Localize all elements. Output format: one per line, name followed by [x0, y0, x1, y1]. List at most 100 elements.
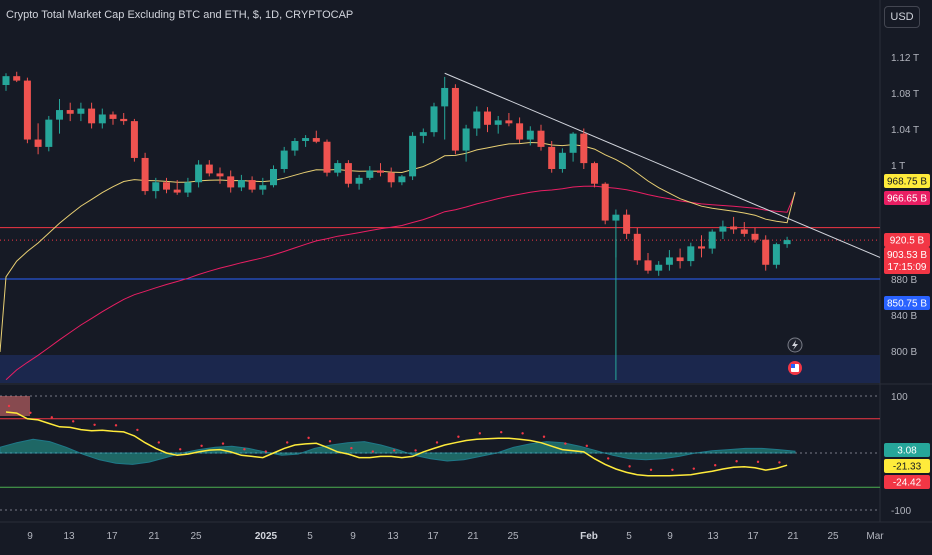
us-flag-icon[interactable] [788, 361, 802, 375]
candle-body[interactable] [270, 169, 277, 186]
candle-body[interactable] [109, 114, 117, 119]
candle-body[interactable] [216, 173, 224, 177]
candle-body[interactable] [783, 240, 791, 245]
candle-body[interactable] [419, 132, 427, 136]
flash-icon[interactable] [787, 337, 803, 353]
candle-body[interactable] [77, 108, 85, 114]
candle-body[interactable] [473, 111, 481, 129]
candle-body[interactable] [698, 246, 705, 249]
candle-body[interactable] [687, 246, 695, 262]
currency-button[interactable]: USD [884, 6, 920, 28]
candle-body[interactable] [644, 260, 652, 271]
oscillator-signal-line[interactable] [5, 411, 788, 477]
candle-body[interactable] [163, 182, 170, 190]
oscillator-signal-label-box [884, 459, 930, 473]
candle-body[interactable] [655, 264, 663, 271]
candle-body[interactable] [152, 182, 160, 192]
candle-body[interactable] [141, 157, 149, 192]
oscillator-dot [500, 430, 503, 434]
candle-body[interactable] [88, 108, 96, 124]
candle-body[interactable] [34, 139, 42, 147]
oscillator-dot [7, 404, 11, 408]
candle-body[interactable] [537, 130, 545, 147]
candle-body[interactable] [237, 180, 245, 188]
candle-body[interactable] [462, 128, 470, 151]
candle-body[interactable] [344, 163, 352, 184]
candle-body[interactable] [451, 87, 459, 151]
candle-body[interactable] [45, 119, 53, 147]
candle-body[interactable] [227, 176, 235, 188]
candle-body[interactable] [312, 138, 320, 142]
ma-short-label-box [884, 174, 930, 188]
oscillator-dot [350, 446, 353, 450]
ma-short-line[interactable] [0, 141, 796, 353]
oscillator-histogram[interactable] [0, 438, 796, 465]
candle-body[interactable] [291, 141, 299, 151]
candle-body[interactable] [409, 135, 417, 177]
candle-body[interactable] [612, 214, 620, 221]
oscillator-dot [29, 411, 32, 414]
support-label: 850.75 B [887, 299, 927, 310]
candle-body[interactable] [484, 111, 491, 125]
candle-body[interactable] [601, 183, 609, 221]
candle-body[interactable] [751, 233, 759, 240]
candle-body[interactable] [665, 257, 673, 265]
candle-body[interactable] [280, 150, 288, 169]
candle-body[interactable] [730, 226, 738, 230]
candle-body[interactable] [430, 106, 438, 133]
candle-body[interactable] [377, 170, 384, 173]
candle-body[interactable] [23, 80, 31, 140]
candle-body[interactable] [366, 170, 374, 178]
candle-body[interactable] [398, 176, 406, 183]
candle-body[interactable] [708, 231, 716, 249]
candle-body[interactable] [548, 146, 556, 169]
candle-body[interactable] [505, 120, 513, 124]
candle-body[interactable] [248, 180, 256, 190]
candle-body[interactable] [173, 189, 181, 193]
candle-body[interactable] [130, 121, 138, 158]
candle-body[interactable] [323, 141, 331, 173]
candle-body[interactable] [205, 164, 213, 174]
x-axis-tick: 9 [27, 531, 33, 542]
candle-body[interactable] [772, 244, 780, 265]
candle-body[interactable] [591, 163, 598, 184]
candle-body[interactable] [633, 233, 641, 261]
y-axis-tick: 1.08 T [891, 89, 919, 100]
candle-body[interactable] [516, 123, 524, 140]
oscillator-dot [735, 460, 738, 463]
candle-body[interactable] [526, 130, 534, 140]
y-axis-tick: 1 T [891, 161, 905, 172]
candle-body[interactable] [13, 76, 21, 81]
oscillator-histogram-label: 3.08 [897, 446, 917, 457]
candle-body[interactable] [740, 229, 748, 234]
candle-body[interactable] [259, 185, 267, 190]
candle-body[interactable] [580, 133, 588, 164]
candle-body[interactable] [762, 239, 770, 265]
candle-body[interactable] [387, 172, 395, 183]
candle-body[interactable] [558, 152, 566, 169]
candle-body[interactable] [66, 110, 74, 114]
candle-body[interactable] [120, 118, 128, 122]
candle-body[interactable] [719, 226, 727, 232]
trendline[interactable] [444, 72, 881, 258]
candle-body[interactable] [56, 110, 63, 120]
candle-body[interactable] [569, 133, 577, 153]
candle-body[interactable] [98, 114, 106, 124]
candle-body[interactable] [334, 163, 342, 173]
ma-long-line[interactable] [5, 185, 796, 381]
candle-body[interactable] [302, 138, 310, 142]
candle-body[interactable] [355, 177, 363, 184]
candle-body[interactable] [195, 164, 203, 183]
candle-body[interactable] [623, 214, 631, 234]
x-axis-tick: 21 [148, 531, 160, 542]
candle-body[interactable] [184, 182, 192, 193]
candle-body[interactable] [441, 87, 449, 107]
candle-body[interactable] [676, 257, 684, 262]
x-axis-tick: 21 [467, 531, 479, 542]
y-axis-tick: 840 B [891, 311, 917, 322]
oscillator-dot [72, 420, 75, 423]
oscillator-dot [371, 450, 374, 453]
candle-body[interactable] [2, 76, 10, 86]
candle-body[interactable] [494, 120, 502, 125]
